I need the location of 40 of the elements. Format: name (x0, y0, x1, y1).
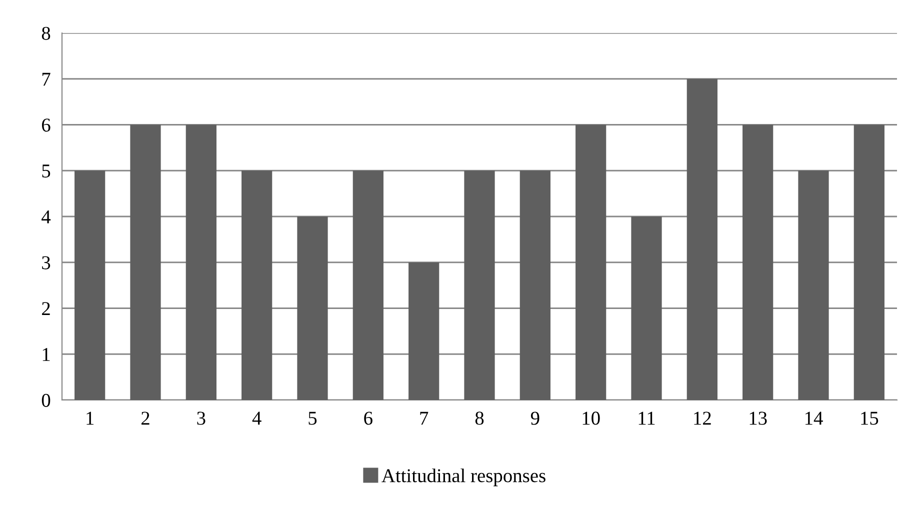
bar (576, 124, 606, 400)
bar (464, 170, 495, 400)
x-tick-label: 9 (530, 412, 540, 425)
bar (242, 170, 272, 400)
bar (130, 124, 161, 400)
x-tick-label: 15 (861, 412, 878, 425)
x-tick-label: 13 (750, 412, 767, 425)
y-tick-label: 5 (42, 164, 50, 178)
x-tick-label: 8 (475, 412, 484, 425)
bar (520, 170, 550, 400)
y-tick-label: 8 (42, 26, 50, 40)
x-tick-label: 6 (364, 412, 372, 425)
y-tick-label: 7 (42, 72, 50, 86)
x-tick-label: 4 (252, 412, 262, 425)
y-tick-label: 3 (42, 256, 50, 270)
y-tick-label: 6 (42, 118, 50, 132)
x-tick-label: 14 (805, 412, 823, 425)
y-tick-label: 1 (42, 348, 50, 361)
x-tick-label: 10 (582, 412, 600, 425)
x-tick-label: 5 (308, 412, 317, 425)
bar (352, 170, 384, 400)
bar (74, 170, 106, 400)
y-tick-label: 0 (42, 394, 50, 407)
bar (854, 124, 884, 400)
y-tick-label: 2 (42, 302, 50, 315)
x-tick-label: 1 (86, 412, 94, 425)
y-tick-label: 4 (42, 210, 51, 224)
bar (408, 262, 440, 400)
bar (186, 124, 216, 400)
bar (631, 216, 662, 400)
x-tick-label: 3 (197, 412, 206, 425)
bar (798, 170, 829, 400)
bar (742, 124, 774, 400)
x-tick-label: 12 (694, 412, 711, 425)
bar (686, 78, 718, 400)
x-tick-label: 11 (638, 412, 655, 425)
x-tick-label: 2 (141, 412, 150, 425)
bar (297, 216, 328, 400)
legend-label: Attitudinal responses (382, 468, 546, 486)
x-tick-label: 7 (420, 412, 428, 425)
